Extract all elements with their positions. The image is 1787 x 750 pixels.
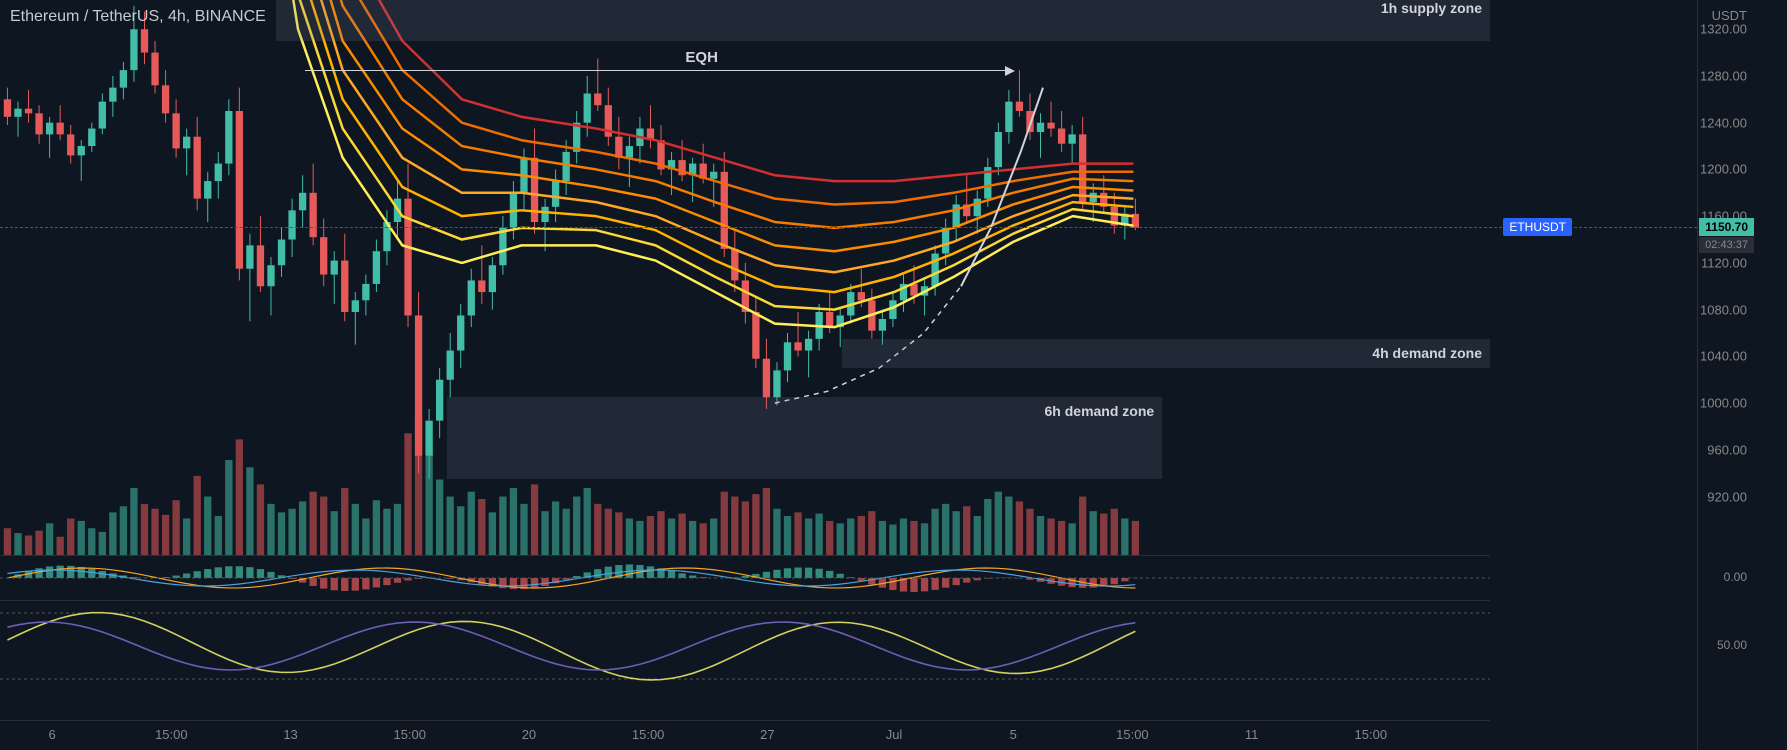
y-tick: 1280.00 <box>1700 68 1747 83</box>
indicator-panel-2[interactable] <box>0 600 1490 690</box>
x-tick: 11 <box>1245 727 1259 742</box>
x-tick: 15:00 <box>1355 727 1388 742</box>
y-tick: 960.00 <box>1707 442 1747 457</box>
current-price-tag: 1150.70 <box>1699 218 1754 236</box>
eqh-annotation: EQH <box>685 49 718 66</box>
y-tick: 920.00 <box>1707 489 1747 504</box>
y-tick: 1040.00 <box>1700 349 1747 364</box>
y-tick: 1080.00 <box>1700 302 1747 317</box>
x-tick: 13 <box>283 727 297 742</box>
main-chart-pane[interactable]: 1h supply zone 4h demand zone 6h demand … <box>0 0 1490 555</box>
x-tick: 27 <box>760 727 774 742</box>
y-tick: 1320.00 <box>1700 22 1747 37</box>
x-tick: 15:00 <box>393 727 426 742</box>
supply-zone-1h-label: 1h supply zone <box>1381 0 1482 16</box>
y-tick: 1240.00 <box>1700 115 1747 130</box>
y-tick: 1000.00 <box>1700 396 1747 411</box>
current-price-line <box>0 227 1697 228</box>
demand-zone-4h: 4h demand zone <box>842 339 1490 368</box>
x-tick: 6 <box>49 727 56 742</box>
sub1-baseline-tick: 0.00 <box>1724 570 1747 584</box>
x-tick: 15:00 <box>155 727 188 742</box>
bar-countdown: 02:43:37 <box>1699 237 1754 253</box>
x-tick: Jul <box>886 727 903 742</box>
x-tick: 5 <box>1010 727 1017 742</box>
symbol-price-tag: ETHUSDT <box>1503 218 1572 236</box>
supply-zone-1h: 1h supply zone <box>276 0 1490 41</box>
eqh-arrow <box>305 70 1013 71</box>
demand-zone-4h-label: 4h demand zone <box>1372 345 1482 361</box>
x-tick: 15:00 <box>632 727 665 742</box>
y-tick: 1120.00 <box>1701 255 1747 270</box>
x-tick: 20 <box>522 727 536 742</box>
y-tick: 1200.00 <box>1700 162 1747 177</box>
x-tick: 15:00 <box>1116 727 1149 742</box>
y-axis: USDT 1320.001280.001240.001200.001160.00… <box>1697 0 1787 750</box>
chart-title: Ethereum / TetherUS, 4h, BINANCE <box>10 8 266 26</box>
volume-bars <box>0 405 1490 555</box>
x-axis: 6 15:00 13 15:00 20 15:00 27 Jul 5 15:00 11 15:00 <box>0 720 1490 750</box>
indicator-panel-1[interactable] <box>0 555 1490 600</box>
sub2-baseline-tick: 50.00 <box>1717 638 1747 652</box>
